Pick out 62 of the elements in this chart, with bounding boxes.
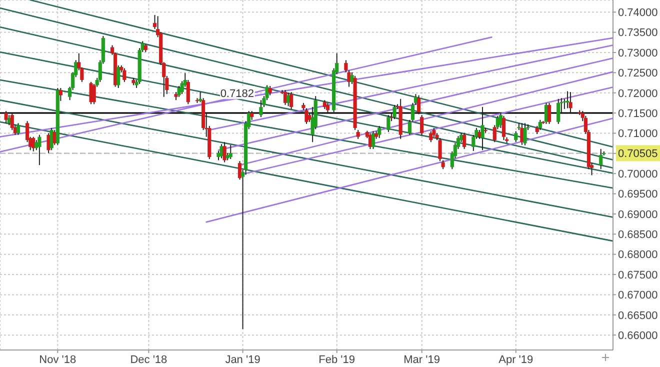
x-tick-label: Feb '19 xyxy=(318,354,356,366)
y-tick-label: 0.69000 xyxy=(618,208,658,221)
candlestick xyxy=(4,110,8,124)
y-tick-label: 0.71000 xyxy=(618,128,658,140)
candlestick xyxy=(116,64,120,89)
ref-line-label: 0.70505 xyxy=(618,148,658,160)
y-tick-label: 0.68500 xyxy=(618,229,658,242)
x-tick-label: Mar '19 xyxy=(404,354,440,366)
y-tick-label: 0.72000 xyxy=(618,88,658,100)
candlestick xyxy=(410,102,415,122)
y-tick-label: 0.68000 xyxy=(618,249,658,262)
candlestick xyxy=(220,144,224,159)
x-tick-label: Nov '18 xyxy=(39,354,76,366)
candlestick xyxy=(420,114,424,136)
y-tick-label: 0.66000 xyxy=(618,330,658,342)
y-tick-label: 0.67000 xyxy=(618,290,658,302)
candlestick xyxy=(462,132,466,150)
y-tick-label: 0.72500 xyxy=(618,68,658,80)
y-tick-label: 0.73500 xyxy=(618,27,658,40)
x-tick-label: Apr '19 xyxy=(498,354,534,366)
candlestick xyxy=(416,94,421,115)
candlestick xyxy=(122,68,126,82)
candlestick xyxy=(599,148,603,170)
candlestick xyxy=(568,92,572,114)
candlestick xyxy=(438,138,442,162)
candlestick xyxy=(392,104,396,120)
candlestick xyxy=(228,144,232,160)
candlestick xyxy=(259,100,263,118)
x-tick-label: Dec '18 xyxy=(130,354,168,366)
candlestick xyxy=(566,90,570,109)
y-tick-label: 0.73000 xyxy=(618,47,658,60)
x-tick-label: Jan '19 xyxy=(225,354,260,366)
candlestick xyxy=(429,130,433,143)
y-tick-label: 0.66500 xyxy=(618,310,658,322)
candlestick xyxy=(290,92,294,110)
candlestick xyxy=(378,125,382,139)
candlestick xyxy=(268,85,272,96)
candlestick xyxy=(538,119,542,130)
y-tick-label: 0.70000 xyxy=(618,168,658,180)
candlestick xyxy=(371,130,376,150)
candlestick xyxy=(502,115,506,141)
y-tick-label: 0.69500 xyxy=(618,188,658,201)
candlestick xyxy=(326,102,330,114)
candlestick xyxy=(547,102,552,124)
y-tick-label: 0.71500 xyxy=(618,108,658,120)
candlestick xyxy=(304,108,308,124)
candlestick xyxy=(514,130,518,143)
candlestick xyxy=(556,98,560,124)
y-tick-label: 0.74000 xyxy=(618,7,658,20)
candlestick xyxy=(58,88,62,102)
y-tick-label: 0.67500 xyxy=(618,269,658,282)
candlestick xyxy=(344,60,348,73)
candlestick xyxy=(16,122,20,136)
candlestick xyxy=(222,142,226,163)
candlestick xyxy=(480,106,484,151)
candlestick xyxy=(408,119,412,136)
candlestick xyxy=(386,114,390,133)
candlestick xyxy=(89,81,93,105)
annotation: 0.7182 xyxy=(220,88,254,100)
candlestick xyxy=(38,134,42,166)
candlestick xyxy=(177,85,181,98)
candlestick xyxy=(523,122,527,146)
